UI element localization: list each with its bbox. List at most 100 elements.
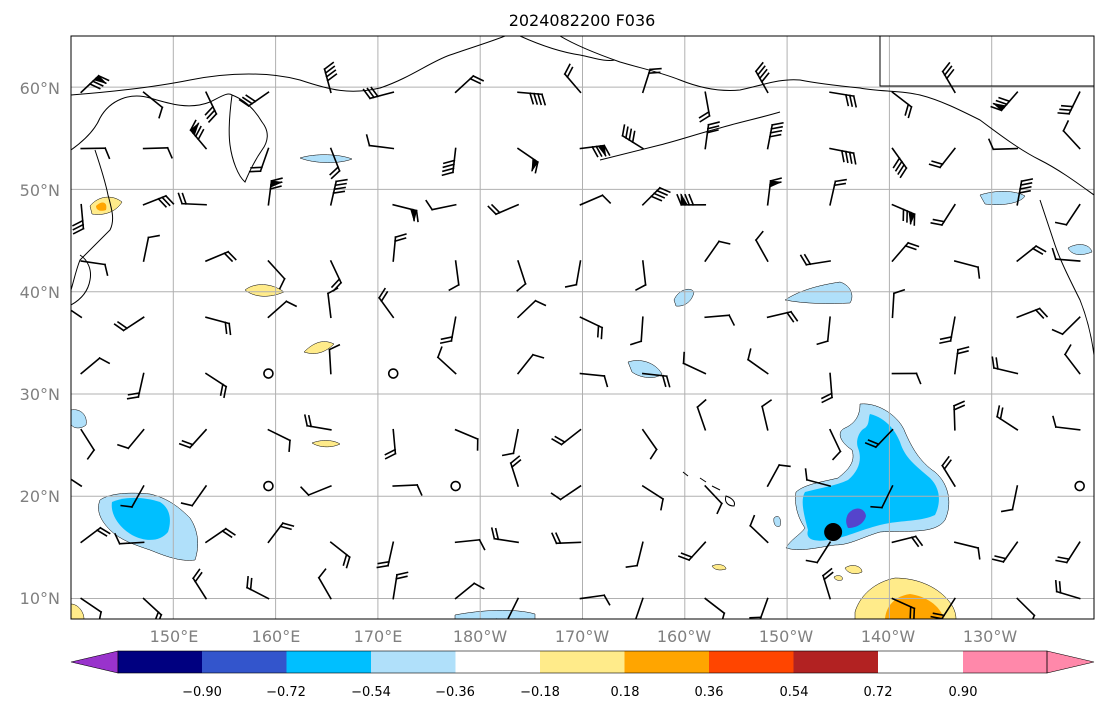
wind-barb-staff bbox=[142, 236, 150, 262]
wind-barb-feather bbox=[126, 396, 140, 400]
wind-barb-staff bbox=[317, 576, 332, 600]
wind-barb-feather bbox=[621, 124, 626, 137]
wind-barb-feather bbox=[1051, 247, 1057, 261]
wind-barb-feather bbox=[660, 498, 664, 511]
wind-barb-feather bbox=[98, 611, 103, 619]
wind-barb-staff bbox=[640, 316, 644, 343]
wind-barb-feather bbox=[490, 527, 496, 540]
wind-barb-flag bbox=[270, 180, 284, 188]
wind-barb-feather bbox=[754, 230, 764, 242]
wind-barb-staff bbox=[517, 260, 527, 285]
wind-barb-staff bbox=[704, 597, 726, 615]
colorbar-swatch bbox=[624, 651, 709, 673]
colorbar-labels: −0.90 −0.72 −0.54 −0.36 −0.18 0.18 0.36 … bbox=[182, 685, 977, 700]
wind-barb-staff bbox=[1016, 597, 1036, 617]
wind-barb-feather bbox=[285, 300, 298, 308]
lat-label: 10°N bbox=[20, 589, 60, 608]
wind-barb-staff bbox=[267, 300, 288, 319]
positive-patch-7 bbox=[711, 564, 727, 571]
wind-barb-flag bbox=[680, 193, 689, 206]
wind-barb-staff bbox=[805, 478, 832, 488]
wind-barb-feather bbox=[991, 558, 1005, 563]
wind-barb-feather bbox=[1000, 508, 1014, 513]
wind-barb-feather bbox=[529, 92, 535, 105]
wind-barb-staff bbox=[1011, 485, 1019, 511]
coastlines bbox=[71, 36, 1094, 507]
wind-barb-feather bbox=[1038, 307, 1049, 318]
wind-barb-feather bbox=[769, 133, 782, 138]
wind-barb-feather bbox=[629, 340, 643, 346]
wind-barb-feather bbox=[563, 63, 571, 76]
wind-barb-staff bbox=[454, 582, 476, 600]
wind-barb-feather bbox=[603, 594, 611, 606]
wind-barb-staff bbox=[704, 240, 721, 263]
wind-barb-feather bbox=[899, 166, 908, 179]
coast-hawaii bbox=[682, 471, 735, 507]
wind-barb-staff bbox=[636, 541, 644, 567]
negative-region-dark bbox=[846, 508, 866, 528]
wind-barb-feather bbox=[844, 93, 850, 107]
coast-sakhalin-hokkaido bbox=[71, 149, 114, 291]
wind-barb-feather bbox=[281, 522, 295, 527]
colorbar bbox=[70, 650, 1095, 674]
wind-barb-feather bbox=[206, 109, 216, 120]
wind-barb-feather bbox=[478, 538, 486, 551]
wind-barb-feather bbox=[655, 189, 668, 196]
wind-barb-feather bbox=[516, 282, 527, 292]
wind-barb-staff bbox=[80, 428, 96, 452]
positive-patch-6 bbox=[844, 565, 863, 574]
wind-barb-feather bbox=[224, 527, 236, 536]
wind-barb-feather bbox=[329, 166, 340, 176]
wind-barb-feather bbox=[761, 399, 773, 408]
wind-barb-staff bbox=[641, 260, 647, 286]
wind-barb-feather bbox=[991, 356, 995, 369]
wind-barb-feather bbox=[303, 414, 309, 427]
colorbar-swatch bbox=[455, 651, 540, 673]
wind-barb-feather bbox=[840, 149, 845, 163]
calm-wind-circle bbox=[450, 480, 461, 492]
wind-barb-feather bbox=[706, 125, 720, 130]
wind-barb-feather bbox=[88, 82, 101, 90]
wind-barb-staff bbox=[516, 299, 537, 319]
wind-barb-feather bbox=[852, 95, 858, 108]
colorbar-swatch bbox=[371, 651, 456, 673]
wind-barb-feather bbox=[117, 443, 130, 450]
wind-barb-feather bbox=[566, 66, 574, 79]
wind-barb-feather bbox=[892, 288, 906, 295]
wind-barb-feather bbox=[534, 161, 539, 174]
colorbar-swatch bbox=[793, 651, 878, 673]
wind-barb-feather bbox=[1019, 182, 1033, 187]
wind-barb-feather bbox=[1062, 120, 1070, 132]
negative-region-mid bbox=[802, 414, 939, 541]
wind-barb-feather bbox=[747, 348, 752, 361]
wind-barb-feather bbox=[831, 450, 842, 461]
wind-barb-feather bbox=[804, 468, 808, 481]
wind-barb-feather bbox=[554, 435, 566, 444]
wind-barb-feather bbox=[1055, 559, 1068, 564]
wind-barb-feather bbox=[325, 69, 337, 78]
wind-barb-feather bbox=[116, 320, 129, 330]
colorbar-swatch bbox=[709, 651, 794, 673]
colorbar-tick-label: −0.72 bbox=[266, 685, 306, 700]
border-alaska-canada bbox=[879, 36, 1094, 87]
wind-barb-feather bbox=[624, 621, 635, 622]
wind-barb-feather bbox=[707, 121, 720, 126]
wind-barb-feather bbox=[425, 199, 434, 211]
wind-barb-feather bbox=[676, 193, 683, 206]
wind-barb-feather bbox=[61, 293, 63, 304]
wind-barb-feather bbox=[624, 126, 629, 139]
wind-barb-staff bbox=[1063, 353, 1081, 375]
wind-barb-feather bbox=[698, 110, 710, 119]
wind-barb-staff bbox=[953, 260, 980, 269]
wind-barb-feather bbox=[366, 87, 376, 99]
wind-barb-feather bbox=[333, 186, 346, 191]
wind-barb-feather bbox=[1034, 245, 1047, 253]
wind-barb-feather bbox=[821, 567, 833, 577]
wind-barb-feather bbox=[852, 152, 857, 165]
wind-barb-feather bbox=[394, 237, 407, 243]
wind-barb-feather bbox=[161, 196, 171, 207]
wind-barbs bbox=[61, 61, 1085, 622]
wind-barb-feather bbox=[473, 582, 485, 590]
wind-barb-staff bbox=[766, 463, 781, 488]
storm-marker bbox=[824, 523, 843, 542]
